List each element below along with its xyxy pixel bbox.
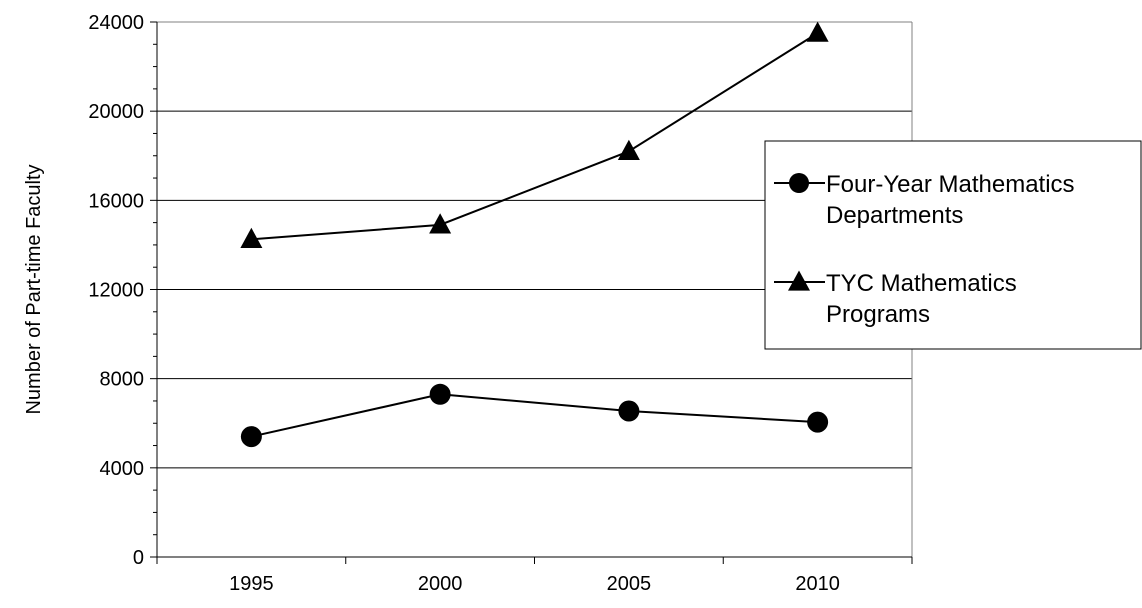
x-axis-ticks: 1995 2000 2005 2010 bbox=[156, 557, 913, 595]
x-tick-label: 2010 bbox=[795, 573, 840, 595]
x-tick-label: 2000 bbox=[418, 573, 463, 595]
series-line bbox=[251, 32, 819, 241]
y-axis-ticks: 0 4000 8000 12000 16000 20000 24000 bbox=[88, 12, 157, 569]
data-point-circle bbox=[618, 400, 640, 422]
legend: Four-Year Mathematics Departments TYC Math… bbox=[764, 140, 1142, 350]
legend-entry: Four-Year Mathematics Departments bbox=[774, 171, 1075, 229]
legend-label: Departments bbox=[826, 202, 963, 229]
x-tick-label: 2005 bbox=[607, 573, 652, 595]
y-tick-label: 24000 bbox=[88, 12, 144, 34]
y-tick-label: 20000 bbox=[88, 101, 144, 123]
data-point-circle bbox=[429, 383, 451, 405]
legend-box bbox=[764, 140, 1142, 350]
series-circle bbox=[240, 383, 829, 448]
legend-label: Programs bbox=[826, 301, 930, 328]
y-tick-label: 8000 bbox=[100, 369, 145, 391]
y-tick-label: 4000 bbox=[100, 458, 145, 480]
y-tick-label: 12000 bbox=[88, 280, 144, 302]
legend-label: TYC Mathematics bbox=[826, 270, 1017, 297]
data-point-triangle bbox=[429, 213, 452, 234]
legend-marker-triangle bbox=[788, 270, 810, 291]
data-point-circle bbox=[807, 411, 829, 433]
data-point-triangle bbox=[240, 227, 263, 249]
legend-entry: TYC Mathematics Programs bbox=[774, 270, 1017, 328]
y-axis-label: Number of Part-time Faculty bbox=[23, 164, 45, 414]
data-point-triangle bbox=[806, 21, 829, 42]
series-line bbox=[251, 393, 818, 438]
legend-marker-circle bbox=[789, 173, 809, 193]
x-tick-label: 1995 bbox=[229, 573, 274, 595]
legend-label: Four-Year Mathematics bbox=[826, 171, 1075, 198]
series-group bbox=[240, 21, 829, 448]
data-point-triangle bbox=[617, 139, 640, 160]
series-triangle bbox=[240, 21, 829, 249]
y-tick-label: 16000 bbox=[88, 190, 144, 212]
data-point-circle bbox=[240, 426, 262, 448]
y-tick-label: 0 bbox=[133, 547, 144, 569]
